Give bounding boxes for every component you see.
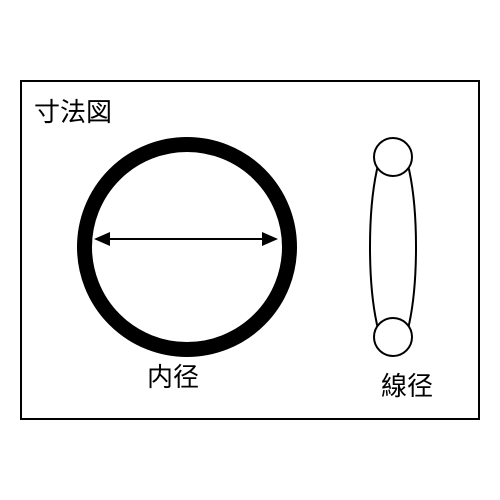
dimension-line xyxy=(96,238,276,240)
cross-section-bottom xyxy=(373,317,413,357)
ring-side-view xyxy=(368,137,418,357)
diagram-frame: 寸法図 内径 線径 xyxy=(20,80,480,420)
diagram-container: 寸法図 内径 線径 xyxy=(20,80,480,420)
arrow-head-right-icon xyxy=(262,232,278,246)
wire-diameter-label: 線径 xyxy=(381,366,433,403)
inner-diameter-label: 内径 xyxy=(147,357,199,394)
arrow-head-left-icon xyxy=(94,232,110,246)
inner-diameter-dimension-arrow xyxy=(96,238,276,240)
cross-section-top xyxy=(373,137,413,177)
ring-outline xyxy=(77,137,297,357)
diagram-title: 寸法図 xyxy=(34,92,112,129)
ring-front-view xyxy=(77,137,297,357)
